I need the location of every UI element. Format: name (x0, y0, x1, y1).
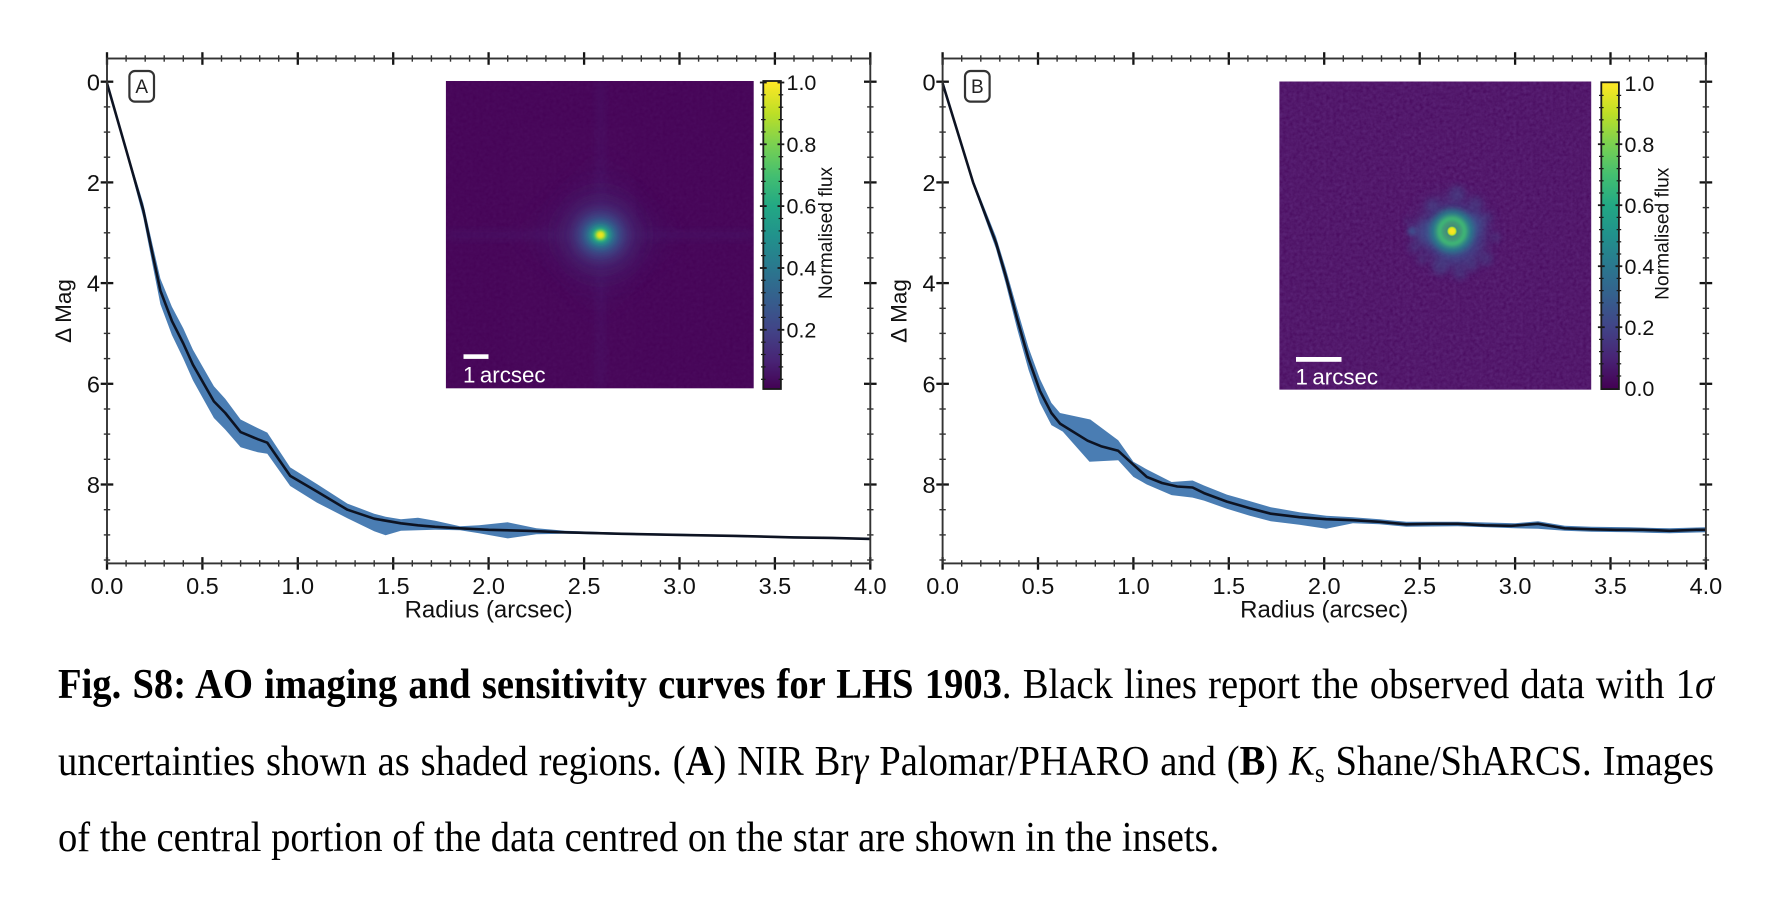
svg-text:0.5: 0.5 (186, 573, 219, 599)
svg-text:4: 4 (87, 271, 100, 297)
svg-text:0.8: 0.8 (787, 133, 817, 157)
svg-text:3.0: 3.0 (663, 573, 696, 599)
svg-text:0.0: 0.0 (91, 573, 124, 599)
svg-text:2: 2 (923, 170, 936, 196)
svg-text:0.6: 0.6 (1625, 194, 1655, 218)
svg-text:0.0: 0.0 (1625, 377, 1655, 401)
svg-text:0.4: 0.4 (787, 257, 817, 281)
svg-text:8: 8 (923, 472, 936, 498)
svg-text:0.6: 0.6 (787, 195, 817, 219)
svg-text:1 arcsec: 1 arcsec (1296, 365, 1379, 390)
svg-text:Δ Mag: Δ Mag (51, 279, 76, 343)
svg-text:1 arcsec: 1 arcsec (463, 363, 546, 388)
svg-text:0.5: 0.5 (1022, 573, 1055, 599)
svg-text:1.5: 1.5 (1212, 573, 1245, 599)
svg-text:1.5: 1.5 (377, 573, 410, 599)
svg-text:2.0: 2.0 (1308, 573, 1341, 599)
svg-text:Radius (arcsec): Radius (arcsec) (405, 596, 573, 623)
svg-text:3.5: 3.5 (1594, 573, 1627, 599)
svg-text:1.0: 1.0 (787, 71, 817, 95)
svg-text:0.2: 0.2 (787, 318, 817, 342)
svg-text:3.0: 3.0 (1499, 573, 1532, 599)
svg-text:B: B (971, 77, 984, 98)
svg-text:6: 6 (87, 371, 100, 397)
svg-text:6: 6 (923, 371, 936, 397)
svg-text:8: 8 (87, 472, 100, 498)
svg-text:Δ Mag: Δ Mag (887, 279, 912, 343)
svg-text:0.4: 0.4 (1625, 255, 1655, 279)
svg-text:A: A (135, 77, 148, 98)
svg-text:0.8: 0.8 (1625, 133, 1655, 157)
svg-text:1.0: 1.0 (1117, 573, 1150, 599)
svg-text:2.5: 2.5 (568, 573, 601, 599)
svg-text:0: 0 (87, 69, 100, 95)
svg-text:Radius (arcsec): Radius (arcsec) (1240, 596, 1408, 623)
svg-text:1.0: 1.0 (1625, 72, 1655, 96)
svg-text:2: 2 (87, 170, 100, 196)
svg-text:Normalised flux: Normalised flux (816, 166, 837, 299)
svg-text:0.2: 0.2 (1625, 316, 1655, 340)
svg-text:4.0: 4.0 (1690, 573, 1723, 599)
svg-text:Normalised flux: Normalised flux (1653, 167, 1674, 300)
svg-text:4.0: 4.0 (854, 573, 887, 599)
svg-text:4: 4 (923, 271, 936, 297)
svg-text:2.0: 2.0 (472, 573, 505, 599)
svg-text:0.0: 0.0 (926, 573, 959, 599)
svg-text:2.5: 2.5 (1403, 573, 1436, 599)
svg-text:0: 0 (923, 69, 936, 95)
svg-text:3.5: 3.5 (759, 573, 792, 599)
svg-text:1.0: 1.0 (281, 573, 314, 599)
